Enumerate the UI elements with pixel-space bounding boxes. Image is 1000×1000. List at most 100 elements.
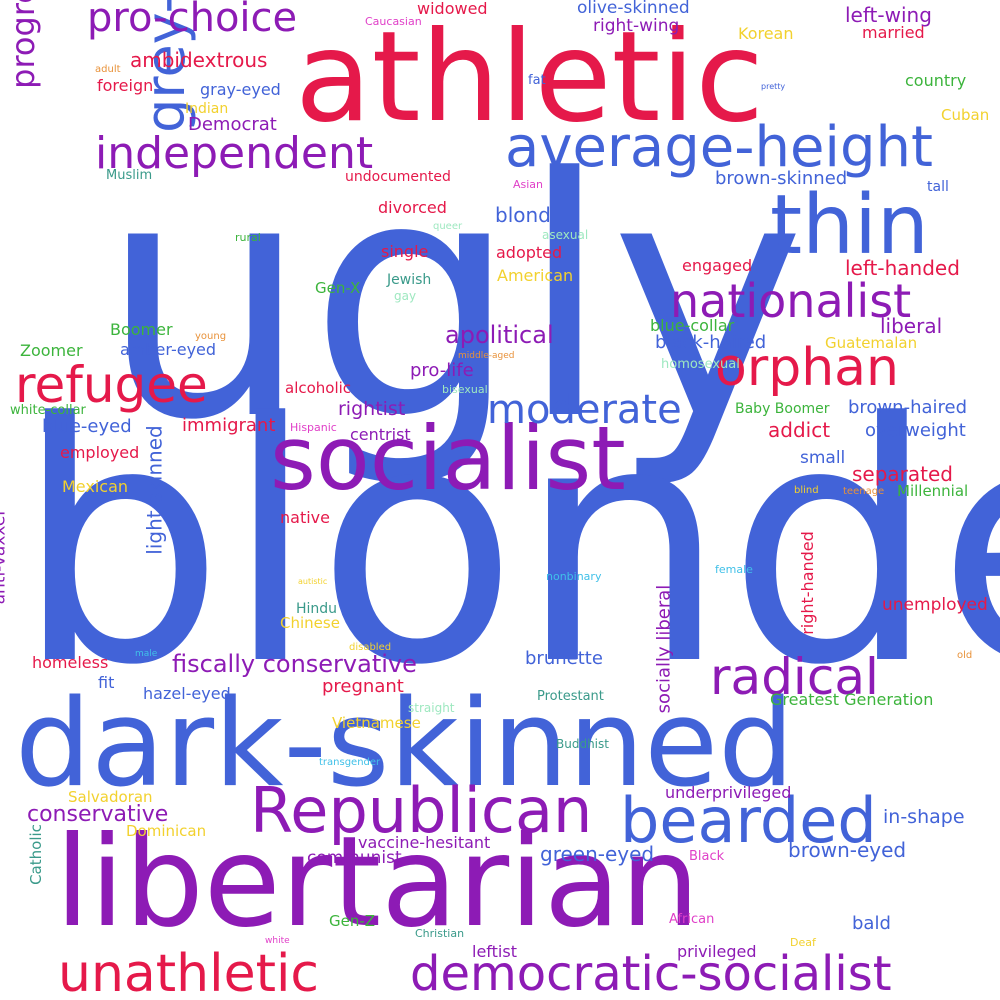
word-gray-eyed: gray-eyed [200,80,281,99]
word-asexual: asexual [542,228,589,242]
word-right-handed: right-handed [797,531,817,635]
word-nationalist: nationalist [670,274,912,328]
word-immigrant: immigrant [182,415,276,436]
word-widowed: widowed [417,0,488,18]
word-young: young [195,331,227,342]
word-brown-eyed: brown-eyed [788,838,907,862]
word-brown-skinned: brown-skinned [715,168,848,189]
word-adopted: adopted [496,243,563,262]
word-female: female [715,563,753,576]
word-zoomer: Zoomer [20,341,83,360]
word-bisexual: bisexual [442,383,488,396]
word-underprivileged: underprivileged [665,783,792,802]
word-blonde: blonde [15,353,1000,737]
word-white: white [265,936,290,946]
word-blond: blond [495,203,551,227]
word-olive-skinned: olive-skinned [577,0,690,18]
word-orphan: orphan [715,338,899,398]
word-vietnamese: Vietnamese [332,714,421,732]
word-amber-eyed: amber-eyed [120,340,217,359]
word-hispanic: Hispanic [290,421,337,434]
word-nonbinary: nonbinary [546,570,602,583]
word-in-shape: in-shape [883,806,965,828]
word-liberal: liberal [880,314,943,338]
word-queer: queer [433,221,463,232]
word-employed: employed [60,443,140,462]
word-teenage: teenage [843,486,885,497]
word-ambidextrous: ambidextrous [130,48,268,72]
word-brunette: brunette [525,648,603,669]
word-salvadoran: Salvadoran [68,788,153,806]
word-pretty: pretty [761,82,786,91]
word-left-handed: left-handed [845,256,960,280]
word-asian: Asian [513,178,544,191]
word-millennial: Millennial [897,482,969,500]
word-hazel-eyed: hazel-eyed [143,684,231,703]
word-privileged: privileged [677,942,757,961]
word-black: Black [689,849,725,864]
word-communist: communist [307,848,402,868]
word-guatemalan: Guatemalan [825,334,918,352]
word-alcoholic: alcoholic [285,379,352,397]
word-refugee: refugee [15,356,208,414]
word-left-wing: left-wing [845,3,932,27]
word-blue-eyed: blue-eyed [42,416,132,437]
word-homeless: homeless [32,653,109,672]
word-vaccine-hesitant: vaccine-hesitant [358,833,491,852]
word-addict: addict [768,418,831,442]
word-engaged: engaged [682,256,753,275]
word-hindu: Hindu [296,601,338,617]
word-gen-z: Gen-Z [329,912,376,930]
word-socially-liberal: socially liberal [653,584,675,714]
word-green-eyed: green-eyed [540,842,655,866]
word-small: small [800,448,846,468]
word-pregnant: pregnant [322,676,404,697]
word-centrist: centrist [350,425,411,444]
word-rural: rural [235,231,261,244]
word-thin: thin [770,178,929,273]
word-mexican: Mexican [62,477,129,496]
word-ugly: ugly [100,108,806,492]
word-country: country [905,71,967,90]
word-buddhist: Buddhist [556,737,609,751]
word-adult: adult [95,64,121,75]
word-progressive: progressive [4,0,42,89]
word-black-haired: black-haired [655,332,767,353]
word-autistic: autistic [298,577,328,586]
word-native: native [280,508,330,527]
word-married: married [862,23,925,42]
word-libertarian: libertarian [55,810,700,955]
word-brown-haired: brown-haired [848,397,968,418]
word-homosexual: homosexual [661,357,740,372]
word-democrat: Democrat [188,114,277,135]
word-separated: separated [852,462,953,486]
word-foreign: foreign [97,76,154,95]
word-undocumented: undocumented [345,169,451,185]
word-pro-choice: pro-choice [87,0,298,41]
word-unathletic: unathletic [58,944,319,1000]
word-indian: Indian [185,101,229,117]
word-unemployed: unemployed [882,595,988,615]
word-protestant: Protestant [537,689,604,704]
word-disabled: disabled [349,642,392,653]
word-bald: bald [852,913,891,934]
word-dark-skinned: dark-skinned [15,675,795,814]
word-chinese: Chinese [280,614,340,632]
word-anti-vaxxer: anti-vaxxer [0,508,10,605]
word-dominican: Dominican [126,822,207,840]
word-middle-aged: middle-aged [458,351,515,361]
word-jewish: Jewish [387,272,432,288]
word-independent: independent [95,128,374,179]
word-rightist: rightist [338,398,406,420]
word-democratic-socialist: democratic-socialist [410,946,892,1000]
word-conservative: conservative [27,802,169,827]
word-transgender: transgender [319,757,381,768]
word-boomer: Boomer [110,320,173,339]
word-radical: radical [710,648,879,706]
word-leftist: leftist [472,942,517,961]
word-fat: fat [528,73,546,88]
word-fiscally-conservative: fiscally conservative [172,650,417,678]
word-divorced: divorced [378,198,447,217]
word-bearded: bearded [620,784,877,857]
